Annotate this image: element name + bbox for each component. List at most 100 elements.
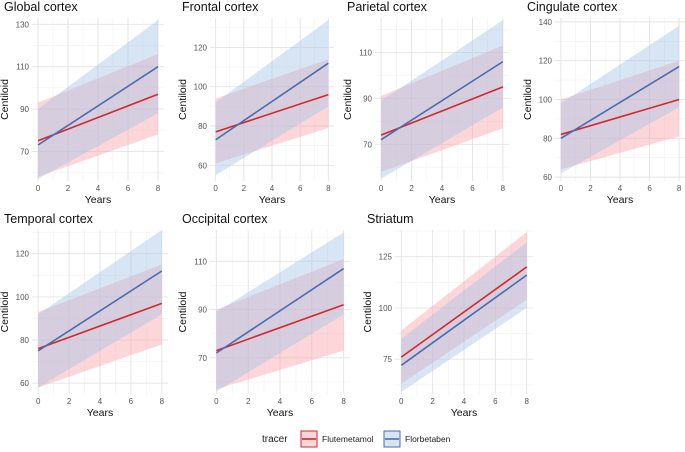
y-tick-label: 60	[543, 173, 552, 182]
band-flutemetamol	[401, 232, 527, 384]
x-tick-label: 0	[214, 397, 219, 406]
x-tick-label: 8	[677, 184, 682, 193]
y-tick-label: 100	[194, 83, 208, 92]
x-tick-label: 8	[525, 397, 530, 406]
line-florbetaben	[400, 274, 528, 366]
y-axis-label: Centiloid	[522, 79, 534, 120]
y-tick-label: 70	[198, 354, 207, 363]
y-axis-label: Centiloid	[177, 291, 189, 332]
x-tick-label: 4	[96, 184, 101, 193]
legend-title: tracer	[262, 434, 288, 445]
band-flutemetamol	[38, 53, 158, 177]
y-axis-label: Centiloid	[362, 291, 374, 332]
x-tick-label: 4	[98, 397, 103, 406]
panel-temporal-cortex: 0 2 4 6 8 60 80 100 120 Temporal cortex Years Centi…	[0, 212, 168, 419]
x-tick-label: 4	[270, 184, 275, 193]
line-flutemetamol	[560, 98, 680, 136]
x-tick-label: 4	[462, 397, 467, 406]
x-axis-label: Years	[85, 194, 111, 206]
y-tick-label: 140	[539, 18, 553, 27]
y-tick-label: 120	[194, 43, 208, 52]
y-tick-label: 75	[383, 355, 392, 364]
x-axis-label: Years	[267, 407, 293, 419]
panel-title: Temporal cortex	[4, 212, 94, 226]
line-flutemetamol	[215, 93, 329, 133]
x-tick-label: 6	[298, 184, 303, 193]
x-tick-label: 8	[501, 184, 506, 193]
x-tick-label: 6	[310, 397, 315, 406]
panel-frontal-cortex: 0 2 4 6 8 60 80 100 120 Frontal cortex Years Centil…	[177, 0, 334, 206]
x-tick-label: 8	[341, 397, 346, 406]
y-tick-label: 60	[198, 161, 207, 170]
x-tick-label: 2	[409, 184, 414, 193]
y-tick-label: 80	[20, 336, 29, 345]
panel-global-cortex: 0 2 4 6 8 70 90 110 130 Global cortex Years Centilo…	[0, 0, 164, 206]
y-tick-label: 120	[16, 250, 30, 259]
panel-occipital-cortex: 0 2 4 6 8 70 90 110 Occipital cortex Years Centilo…	[177, 212, 350, 419]
x-tick-label: 0	[559, 184, 564, 193]
band-florbetaben	[215, 19, 329, 176]
x-tick-label: 2	[246, 397, 251, 406]
band-florbetaben	[401, 242, 527, 392]
panel-cingulate-cortex: 0 2 4 6 8 60 80 100 120 140 Cingulate cortex Years C…	[522, 0, 685, 206]
legend-label-flutemetamol: Flutemetamol	[322, 434, 374, 444]
x-tick-label: 0	[379, 184, 384, 193]
y-tick-label: 60	[20, 379, 29, 388]
band-florbetaben	[381, 20, 503, 179]
x-axis-label: Years	[429, 194, 455, 206]
y-tick-label: 125	[379, 253, 393, 262]
x-tick-label: 2	[66, 184, 71, 193]
y-tick-label: 110	[359, 48, 372, 57]
y-axis-label: Centiloid	[0, 291, 11, 332]
panel-parietal-cortex: 0 2 4 6 8 70 90 110 Parietal cortex Years Centiloi…	[342, 0, 509, 206]
line-flutemetamol	[216, 304, 344, 352]
band-florbetaben	[216, 232, 344, 392]
panel-title: Cingulate cortex	[527, 0, 618, 14]
x-tick-label: 4	[618, 184, 623, 193]
line-florbetaben	[37, 66, 159, 146]
band-flutemetamol	[381, 45, 503, 172]
x-tick-label: 8	[156, 184, 161, 193]
x-tick-label: 4	[440, 184, 445, 193]
line-flutemetamol	[400, 266, 528, 358]
x-tick-label: 2	[242, 184, 247, 193]
x-axis-label: Years	[259, 194, 285, 206]
panel-striatum: 0 2 4 6 8 75 100 125 Striatum Years Centiloid	[362, 212, 533, 419]
x-tick-label: 6	[470, 184, 475, 193]
y-tick-label: 90	[363, 94, 372, 103]
x-tick-label: 6	[126, 184, 131, 193]
band-flutemetamol	[216, 258, 344, 390]
panel-title: Frontal cortex	[182, 0, 259, 14]
band-flutemetamol	[560, 60, 680, 170]
y-tick-label: 100	[16, 293, 30, 302]
x-tick-label: 0	[36, 397, 41, 406]
x-tick-label: 0	[36, 184, 41, 193]
y-axis-label: Centiloid	[0, 79, 11, 120]
panel-title: Parietal cortex	[347, 0, 428, 14]
x-tick-label: 8	[326, 184, 331, 193]
y-axis-label: Centiloid	[342, 79, 354, 120]
y-tick-label: 100	[379, 304, 393, 313]
x-tick-label: 0	[399, 397, 404, 406]
x-tick-label: 6	[493, 397, 498, 406]
band-florbetaben	[38, 230, 162, 388]
panel-title: Global cortex	[4, 0, 78, 14]
line-flutemetamol	[37, 93, 159, 142]
line-florbetaben	[560, 65, 680, 139]
y-tick-label: 110	[16, 63, 29, 72]
y-tick-label: 130	[16, 20, 30, 29]
y-tick-label: 80	[198, 122, 207, 131]
x-tick-label: 0	[213, 184, 218, 193]
line-florbetaben	[37, 270, 163, 352]
band-florbetaben	[38, 20, 158, 179]
x-tick-label: 2	[430, 397, 435, 406]
legend: tracer Flutemetamol Florbetaben	[262, 430, 451, 448]
y-tick-label: 70	[20, 147, 29, 156]
x-axis-label: Years	[451, 407, 477, 419]
y-tick-label: 90	[20, 105, 29, 114]
x-axis-label: Years	[607, 194, 633, 206]
y-tick-label: 110	[194, 257, 207, 266]
x-tick-label: 6	[647, 184, 652, 193]
y-tick-label: 90	[198, 306, 207, 315]
